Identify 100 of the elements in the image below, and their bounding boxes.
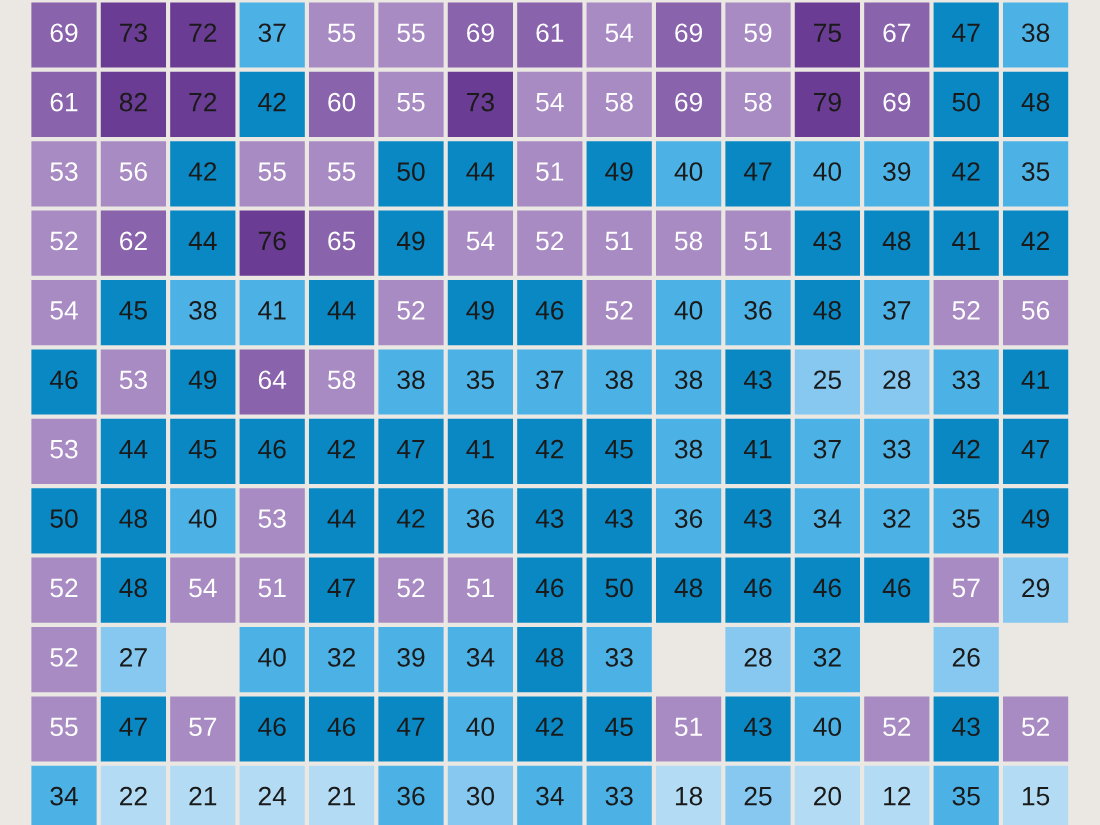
data-label: 33 — [883, 439, 911, 459]
data-label: 44 — [327, 301, 356, 320]
data-label: 55 — [327, 162, 356, 181]
data-label: 32 — [327, 648, 355, 667]
data-label: 38 — [674, 439, 703, 459]
data-label: 53 — [258, 509, 286, 528]
data-label: 55 — [258, 162, 286, 181]
data-label: 55 — [327, 23, 356, 43]
data-label: 25 — [744, 786, 772, 806]
data-label: 51 — [536, 162, 564, 181]
data-label: 41 — [258, 301, 286, 320]
data-label: 59 — [744, 23, 772, 43]
data-label: 35 — [952, 509, 980, 528]
data-label: 51 — [674, 717, 702, 737]
data-label: 49 — [188, 370, 217, 390]
data-label: 54 — [189, 578, 217, 598]
data-label: 69 — [50, 23, 78, 43]
data-label: 51 — [605, 231, 633, 251]
data-label: 36 — [397, 786, 425, 806]
data-label: 45 — [188, 440, 217, 459]
data-label: 21 — [189, 786, 217, 806]
data-label: 52 — [536, 231, 564, 251]
data-label: 42 — [258, 92, 286, 112]
data-label: 32 — [813, 648, 841, 667]
data-label: 37 — [813, 439, 841, 459]
data-label: 48 — [1021, 92, 1050, 112]
data-label: 72 — [189, 23, 217, 42]
data-label: 42 — [535, 717, 564, 736]
data-label: 47 — [119, 717, 147, 736]
data-label: 46 — [882, 578, 911, 598]
data-label: 46 — [258, 439, 286, 459]
data-label: 12 — [884, 786, 911, 806]
data-label: 53 — [50, 439, 78, 459]
data-label: 18 — [675, 786, 703, 806]
data-label: 40 — [466, 717, 495, 737]
data-label: 52 — [397, 578, 425, 598]
data-label: 43 — [743, 370, 772, 390]
data-label: 38 — [397, 370, 425, 390]
data-label: 48 — [119, 509, 147, 528]
data-label: 48 — [535, 648, 564, 667]
data-label: 52 — [50, 578, 78, 598]
data-label: 58 — [674, 231, 703, 251]
data-label: 38 — [1021, 23, 1050, 43]
data-label: 72 — [189, 92, 217, 112]
data-label: 64 — [258, 370, 287, 390]
data-label: 58 — [744, 92, 772, 112]
data-label: 38 — [605, 370, 633, 390]
data-label: 65 — [328, 231, 356, 251]
data-label: 47 — [396, 717, 425, 736]
data-label: 44 — [188, 231, 217, 251]
data-label: 46 — [258, 717, 286, 737]
data-label: 48 — [674, 578, 703, 598]
data-label: 36 — [466, 509, 494, 528]
data-label: 49 — [605, 162, 633, 181]
data-label: 41 — [1021, 370, 1049, 389]
data-label: 54 — [466, 231, 495, 251]
data-label: 45 — [119, 301, 147, 320]
data-label: 40 — [674, 301, 703, 320]
data-label: 79 — [814, 92, 841, 112]
data-label: 39 — [883, 162, 911, 181]
data-label: 34 — [813, 509, 842, 528]
data-label: 44 — [466, 162, 495, 181]
data-label: 40 — [674, 162, 703, 181]
data-label: 20 — [814, 786, 842, 806]
data-label: 46 — [813, 578, 841, 598]
data-label: 35 — [466, 370, 494, 390]
data-label: 38 — [189, 301, 217, 320]
data-label: 48 — [882, 231, 911, 251]
data-label: 42 — [188, 162, 217, 181]
data-label: 53 — [50, 162, 78, 181]
data-label: 39 — [397, 648, 425, 667]
data-label: 25 — [814, 370, 841, 390]
data-label: 50 — [605, 578, 633, 598]
data-label: 52 — [952, 301, 980, 320]
data-label: 52 — [883, 717, 911, 737]
data-label: 47 — [1021, 440, 1049, 459]
data-label: 61 — [536, 23, 564, 43]
data-label: 43 — [605, 509, 633, 528]
data-label: 56 — [1021, 301, 1050, 320]
data-label: 35 — [1021, 162, 1050, 181]
data-label: 69 — [675, 23, 703, 43]
data-label: 34 — [50, 786, 78, 806]
data-label: 51 — [744, 231, 772, 251]
data-label: 41 — [743, 440, 772, 459]
data-label: 33 — [605, 786, 633, 806]
data-label: 52 — [397, 301, 425, 320]
data-label: 22 — [120, 786, 147, 806]
data-label: 55 — [397, 93, 425, 112]
data-label: 48 — [813, 301, 841, 320]
data-label: 51 — [466, 578, 494, 598]
data-label: 50 — [50, 509, 78, 528]
data-label: 36 — [674, 509, 703, 528]
data-label: 49 — [466, 301, 494, 320]
data-label: 47 — [396, 440, 425, 459]
data-label: 40 — [813, 162, 842, 181]
data-label: 43 — [743, 717, 772, 737]
data-label: 60 — [328, 92, 356, 112]
data-label: 69 — [883, 92, 911, 112]
data-label: 44 — [119, 440, 148, 459]
data-label: 43 — [535, 509, 564, 528]
